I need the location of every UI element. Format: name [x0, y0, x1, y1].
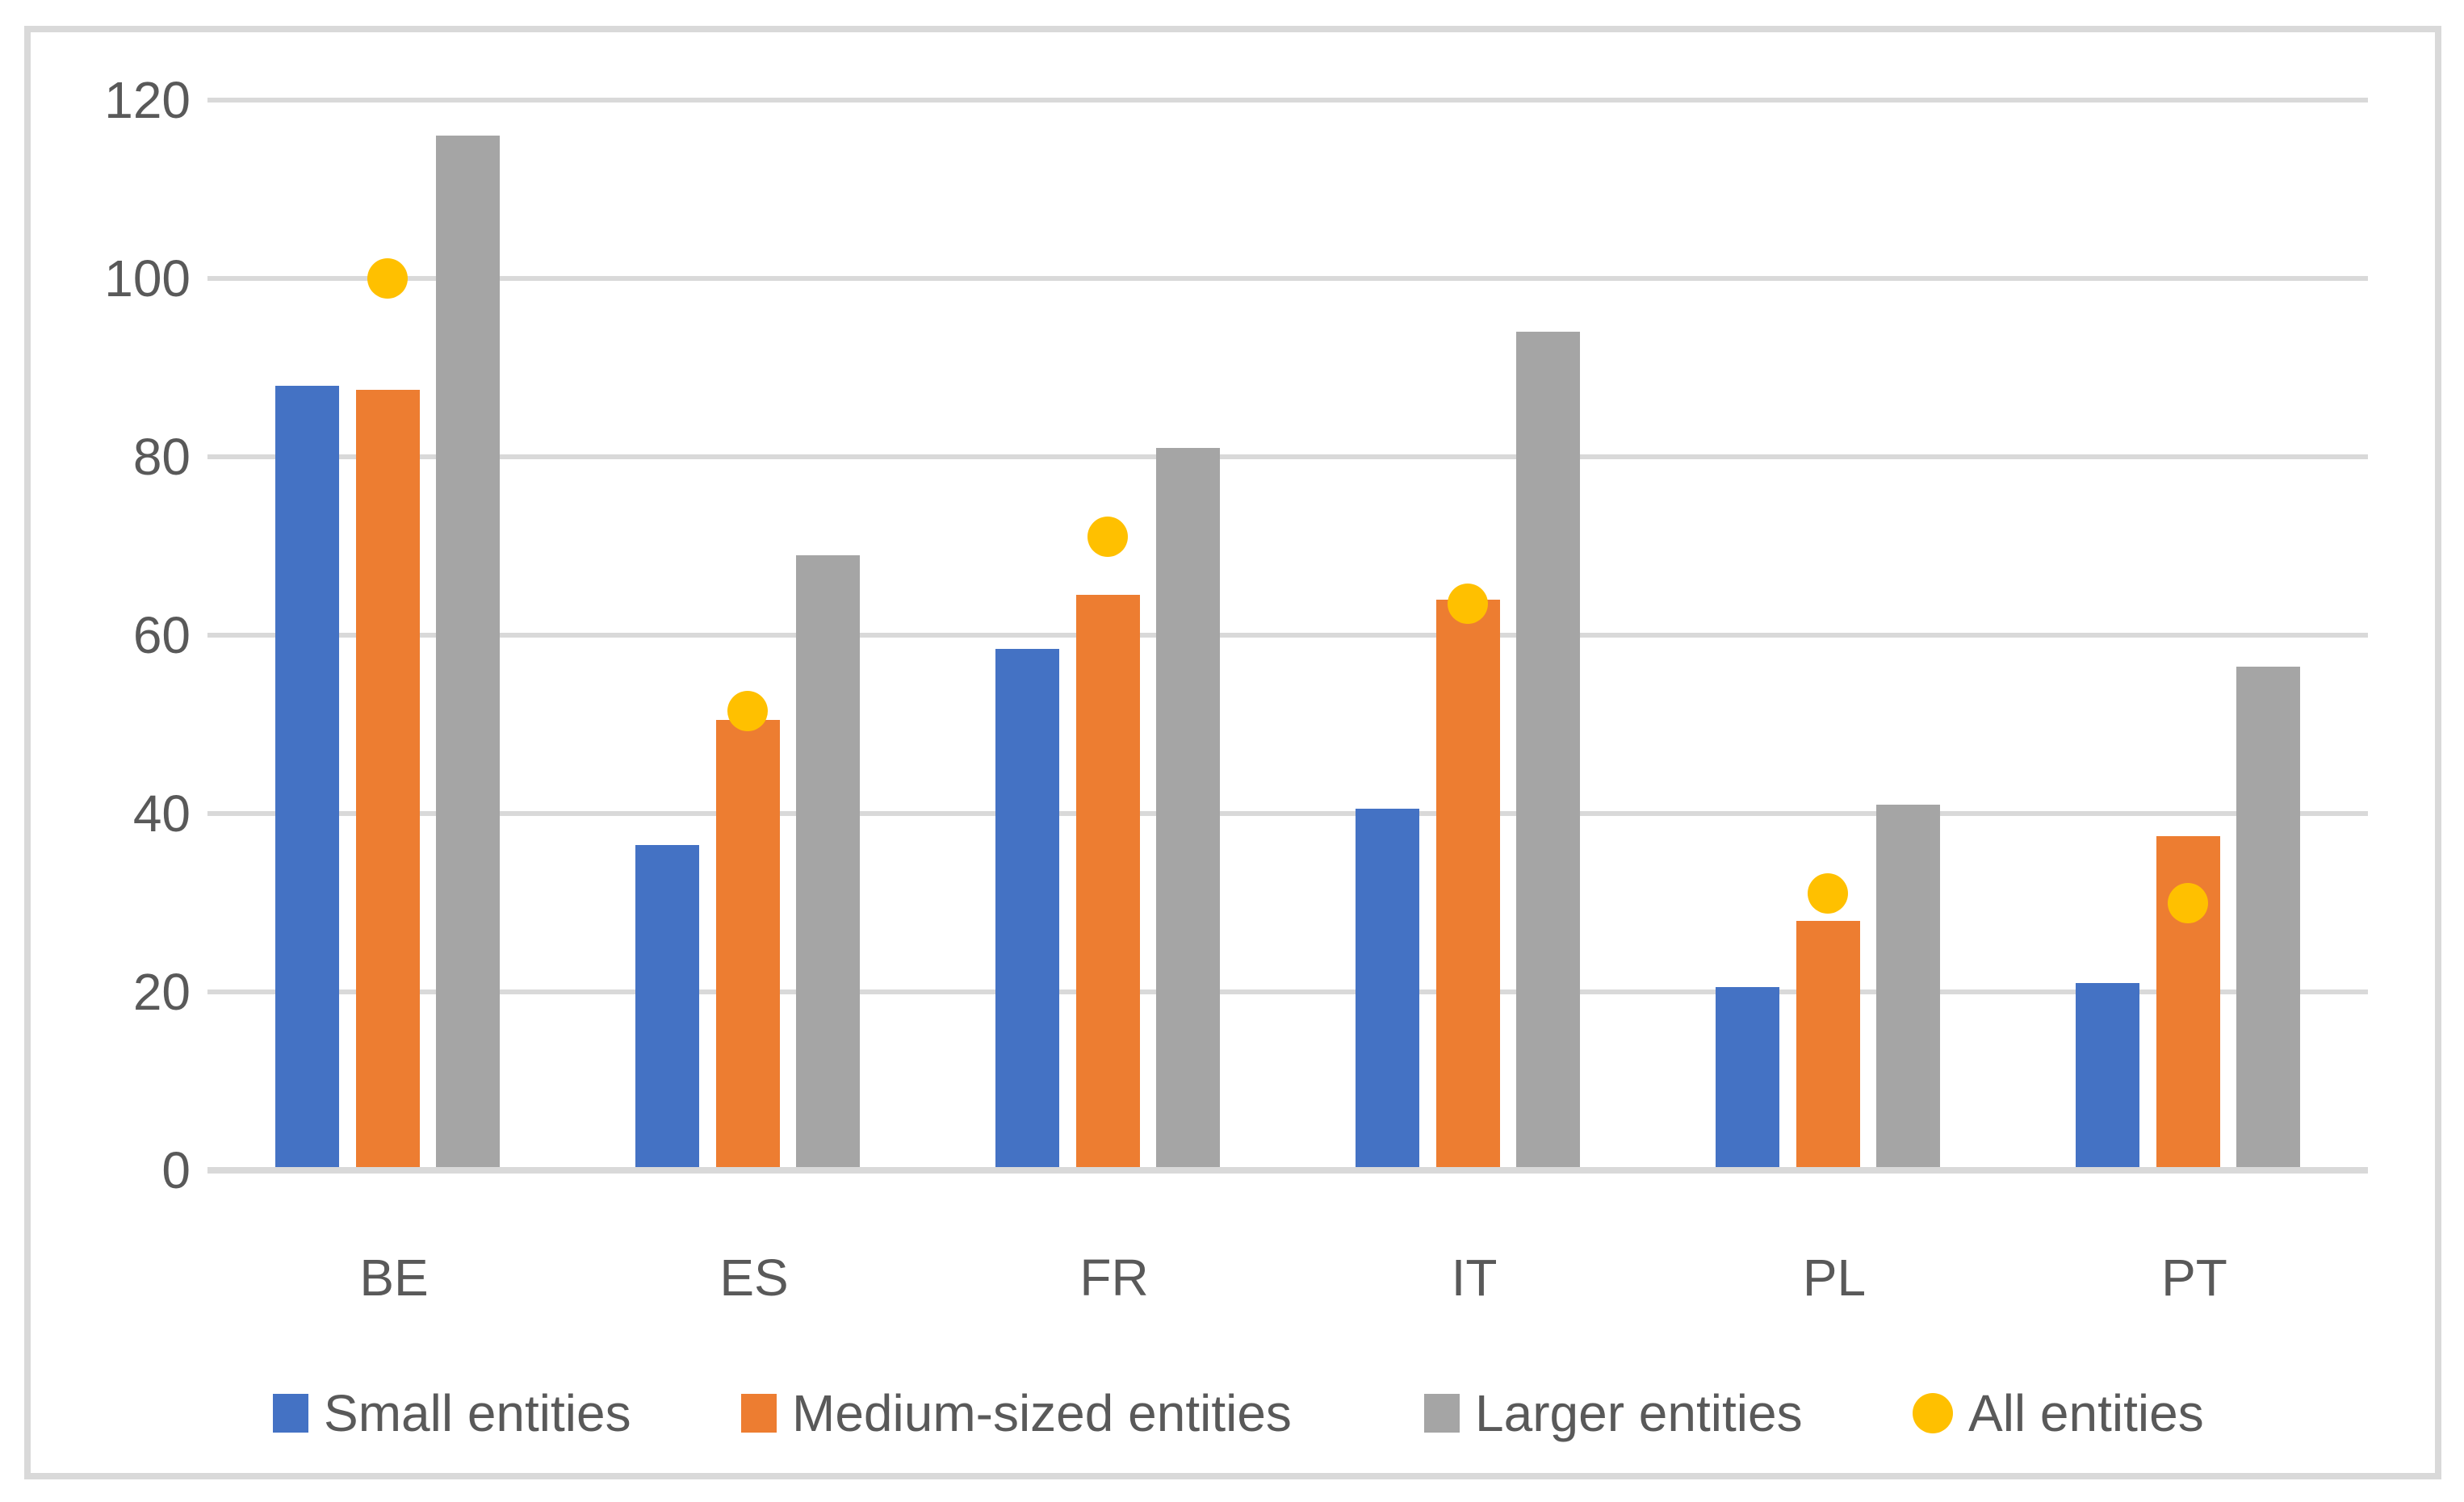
bar-medium-sized-entities-BE: [355, 390, 420, 1170]
gridline-60: [207, 633, 2368, 638]
gridline-80: [207, 454, 2368, 459]
y-tick-label-100: 100: [104, 249, 191, 308]
scatter-point-all-entities-ES: [727, 690, 768, 731]
scatter-point-all-entities-IT: [1448, 584, 1488, 625]
bar-small-entities-ES: [635, 844, 699, 1170]
x-tick-label-PL: PL: [1802, 1249, 1867, 1307]
bar-small-entities-PL: [1716, 987, 1779, 1170]
x-tick-label-FR: FR: [1079, 1249, 1149, 1307]
scatter-point-all-entities-FR: [1087, 517, 1128, 558]
gridline-120: [207, 98, 2368, 103]
bar-larger-entities-ES: [796, 554, 860, 1170]
bar-medium-sized-entities-ES: [715, 719, 780, 1170]
legend-square-icon: [741, 1394, 777, 1433]
x-axis-line: [207, 1167, 2368, 1174]
gridline-20: [207, 989, 2368, 994]
y-tick-label-60: 60: [132, 606, 191, 664]
legend-item-all-entities: All entities: [1913, 1384, 2204, 1442]
bar-larger-entities-BE: [436, 136, 500, 1170]
bar-small-entities-BE: [275, 385, 339, 1170]
bar-medium-sized-entities-FR: [1075, 595, 1140, 1170]
y-tick-label-40: 40: [132, 784, 191, 843]
legend-item-small-entities: Small entities: [273, 1384, 631, 1442]
chart-frame: 0 20 40 60 80 100 120 BE ES FR IT PL PT Small entit…: [24, 26, 2441, 1479]
gridline-100: [207, 276, 2368, 281]
legend-label: Small entities: [324, 1384, 631, 1442]
legend-circle-icon: [1913, 1393, 1953, 1433]
bar-larger-entities-PT: [2236, 666, 2300, 1170]
bar-medium-sized-entities-IT: [1435, 599, 1500, 1170]
bar-small-entities-IT: [1356, 809, 1419, 1170]
scatter-point-all-entities-PT: [2168, 882, 2208, 923]
bar-larger-entities-FR: [1156, 447, 1220, 1170]
y-tick-label-80: 80: [132, 428, 191, 486]
legend-item-medium-sized-entities: Medium-sized entities: [741, 1384, 1292, 1442]
legend-label: Medium-sized entities: [792, 1384, 1292, 1442]
plot-area: [207, 98, 2368, 1174]
x-tick-label-ES: ES: [719, 1249, 789, 1307]
x-tick-label-IT: IT: [1451, 1249, 1498, 1307]
scatter-point-all-entities-BE: [367, 258, 408, 299]
legend-label: All entities: [1968, 1384, 2204, 1442]
y-tick-label-120: 120: [104, 71, 191, 129]
legend-square-icon: [273, 1394, 308, 1433]
x-tick-label-PT: PT: [2161, 1249, 2227, 1307]
legend-item-larger-entities: Larger entities: [1424, 1384, 1803, 1442]
y-tick-label-20: 20: [132, 963, 191, 1021]
bar-medium-sized-entities-PL: [1796, 920, 1860, 1170]
bar-small-entities-FR: [995, 648, 1059, 1170]
bar-small-entities-PT: [2076, 982, 2139, 1170]
bar-larger-entities-IT: [1516, 332, 1580, 1170]
bar-larger-entities-PL: [1876, 804, 1940, 1170]
legend-label: Larger entities: [1475, 1384, 1803, 1442]
gridline-40: [207, 811, 2368, 816]
x-tick-label-BE: BE: [359, 1249, 429, 1307]
scatter-point-all-entities-PL: [1808, 873, 1848, 914]
y-tick-label-0: 0: [161, 1141, 191, 1199]
legend-square-icon: [1424, 1394, 1460, 1433]
